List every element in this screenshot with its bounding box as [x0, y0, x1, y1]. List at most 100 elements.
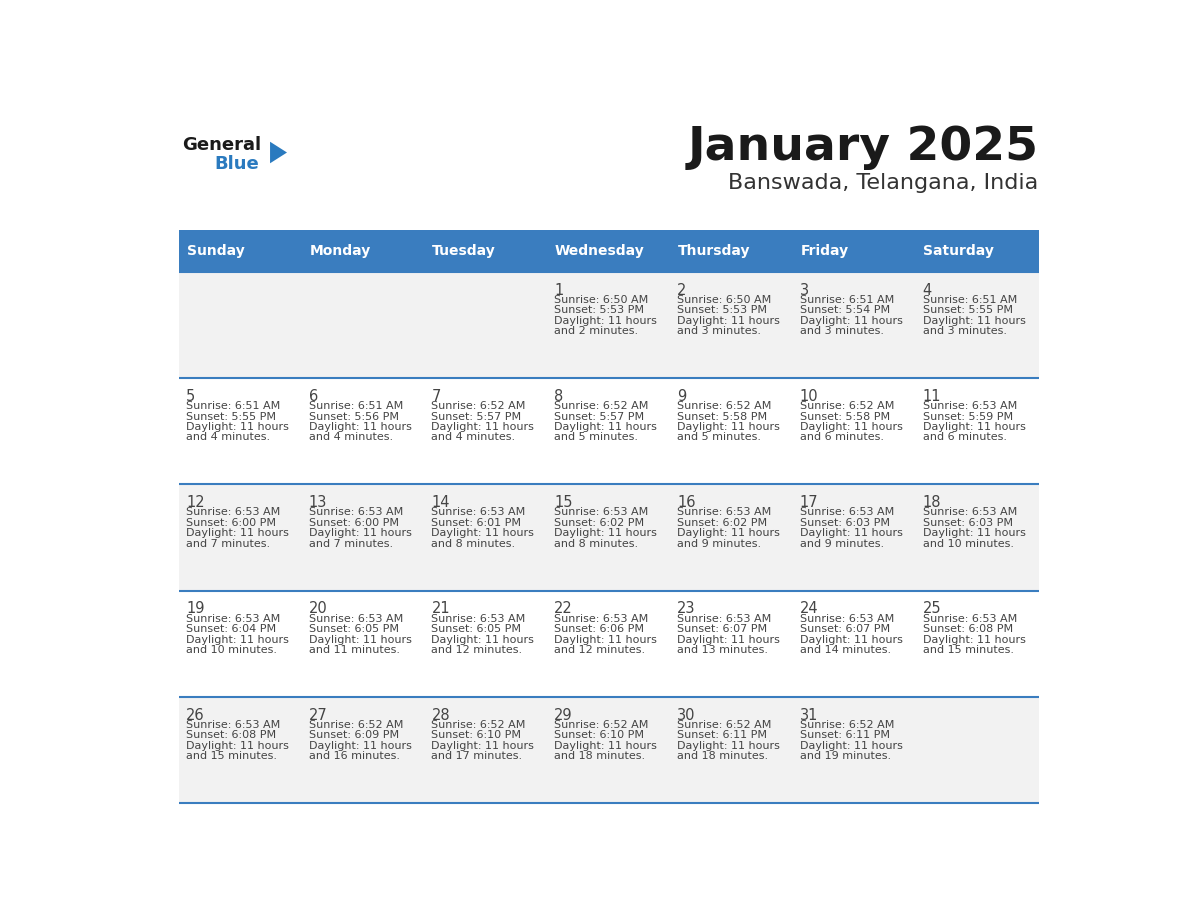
Text: Sunset: 6:08 PM: Sunset: 6:08 PM	[187, 731, 276, 741]
Text: Sunset: 6:08 PM: Sunset: 6:08 PM	[923, 624, 1012, 634]
Text: and 11 minutes.: and 11 minutes.	[309, 645, 399, 655]
Text: Sunset: 5:58 PM: Sunset: 5:58 PM	[800, 411, 890, 421]
Text: Daylight: 11 hours: Daylight: 11 hours	[555, 528, 657, 538]
Text: Daylight: 11 hours: Daylight: 11 hours	[555, 422, 657, 432]
Text: Sunset: 6:11 PM: Sunset: 6:11 PM	[677, 731, 767, 741]
Text: Daylight: 11 hours: Daylight: 11 hours	[309, 634, 411, 644]
Text: Sunset: 6:01 PM: Sunset: 6:01 PM	[431, 518, 522, 528]
FancyBboxPatch shape	[670, 230, 792, 272]
Text: Wednesday: Wednesday	[555, 244, 645, 258]
Text: Daylight: 11 hours: Daylight: 11 hours	[677, 741, 779, 751]
Text: Sunrise: 6:52 AM: Sunrise: 6:52 AM	[555, 720, 649, 730]
Text: and 18 minutes.: and 18 minutes.	[677, 751, 769, 761]
FancyBboxPatch shape	[179, 272, 1038, 378]
FancyBboxPatch shape	[179, 485, 1038, 590]
Text: Monday: Monday	[309, 244, 371, 258]
Text: 16: 16	[677, 495, 695, 510]
Text: 1: 1	[555, 283, 563, 297]
Text: Sunrise: 6:53 AM: Sunrise: 6:53 AM	[923, 508, 1017, 518]
Text: Sunrise: 6:53 AM: Sunrise: 6:53 AM	[309, 614, 403, 623]
Text: and 14 minutes.: and 14 minutes.	[800, 645, 891, 655]
Text: Sunrise: 6:53 AM: Sunrise: 6:53 AM	[187, 508, 280, 518]
Text: Daylight: 11 hours: Daylight: 11 hours	[431, 634, 535, 644]
Text: and 17 minutes.: and 17 minutes.	[431, 751, 523, 761]
Text: 19: 19	[187, 601, 204, 616]
Text: Sunset: 6:03 PM: Sunset: 6:03 PM	[923, 518, 1012, 528]
FancyBboxPatch shape	[302, 230, 424, 272]
Text: Sunrise: 6:51 AM: Sunrise: 6:51 AM	[923, 295, 1017, 305]
Text: 10: 10	[800, 389, 819, 404]
Text: 2: 2	[677, 283, 687, 297]
Text: Sunset: 5:55 PM: Sunset: 5:55 PM	[923, 306, 1012, 316]
Text: Daylight: 11 hours: Daylight: 11 hours	[309, 422, 411, 432]
Text: Daylight: 11 hours: Daylight: 11 hours	[555, 316, 657, 326]
FancyBboxPatch shape	[179, 697, 1038, 803]
Text: Sunrise: 6:51 AM: Sunrise: 6:51 AM	[309, 401, 403, 411]
Text: Sunset: 5:56 PM: Sunset: 5:56 PM	[309, 411, 399, 421]
Text: 9: 9	[677, 389, 687, 404]
Text: Sunset: 6:10 PM: Sunset: 6:10 PM	[431, 731, 522, 741]
Text: and 12 minutes.: and 12 minutes.	[555, 645, 645, 655]
Text: Sunrise: 6:52 AM: Sunrise: 6:52 AM	[309, 720, 403, 730]
Text: Blue: Blue	[215, 155, 259, 174]
Text: 8: 8	[555, 389, 563, 404]
Text: 12: 12	[187, 495, 204, 510]
Text: Daylight: 11 hours: Daylight: 11 hours	[677, 528, 779, 538]
Text: Sunrise: 6:53 AM: Sunrise: 6:53 AM	[431, 614, 526, 623]
Text: and 3 minutes.: and 3 minutes.	[677, 326, 762, 336]
Text: and 4 minutes.: and 4 minutes.	[431, 432, 516, 442]
Text: 21: 21	[431, 601, 450, 616]
Text: and 3 minutes.: and 3 minutes.	[923, 326, 1006, 336]
Text: Sunset: 5:57 PM: Sunset: 5:57 PM	[555, 411, 644, 421]
Text: 6: 6	[309, 389, 318, 404]
Text: Sunday: Sunday	[187, 244, 245, 258]
Text: and 9 minutes.: and 9 minutes.	[677, 539, 762, 549]
Text: Daylight: 11 hours: Daylight: 11 hours	[923, 634, 1025, 644]
Text: Daylight: 11 hours: Daylight: 11 hours	[187, 422, 289, 432]
Text: Sunset: 6:11 PM: Sunset: 6:11 PM	[800, 731, 890, 741]
Text: 3: 3	[800, 283, 809, 297]
Text: and 16 minutes.: and 16 minutes.	[309, 751, 399, 761]
Text: Daylight: 11 hours: Daylight: 11 hours	[309, 528, 411, 538]
Text: 22: 22	[555, 601, 573, 616]
Text: Sunset: 5:54 PM: Sunset: 5:54 PM	[800, 306, 890, 316]
Text: and 15 minutes.: and 15 minutes.	[187, 751, 277, 761]
Text: Sunrise: 6:53 AM: Sunrise: 6:53 AM	[923, 614, 1017, 623]
FancyBboxPatch shape	[179, 230, 302, 272]
Text: and 4 minutes.: and 4 minutes.	[309, 432, 393, 442]
Text: and 6 minutes.: and 6 minutes.	[923, 432, 1006, 442]
Text: Sunrise: 6:53 AM: Sunrise: 6:53 AM	[800, 614, 895, 623]
Text: 13: 13	[309, 495, 327, 510]
Text: Sunset: 6:05 PM: Sunset: 6:05 PM	[309, 624, 399, 634]
Text: Sunrise: 6:51 AM: Sunrise: 6:51 AM	[800, 295, 895, 305]
Text: 26: 26	[187, 708, 204, 722]
Text: Sunset: 5:58 PM: Sunset: 5:58 PM	[677, 411, 767, 421]
Text: Daylight: 11 hours: Daylight: 11 hours	[187, 741, 289, 751]
Text: and 9 minutes.: and 9 minutes.	[800, 539, 884, 549]
Text: Sunrise: 6:52 AM: Sunrise: 6:52 AM	[431, 720, 526, 730]
Text: and 13 minutes.: and 13 minutes.	[677, 645, 767, 655]
Text: Sunrise: 6:53 AM: Sunrise: 6:53 AM	[187, 720, 280, 730]
Text: January 2025: January 2025	[688, 125, 1038, 170]
FancyBboxPatch shape	[424, 230, 548, 272]
FancyBboxPatch shape	[179, 590, 1038, 697]
Text: 11: 11	[923, 389, 941, 404]
Polygon shape	[270, 141, 287, 163]
Text: and 7 minutes.: and 7 minutes.	[187, 539, 270, 549]
Text: 20: 20	[309, 601, 328, 616]
Text: Daylight: 11 hours: Daylight: 11 hours	[431, 741, 535, 751]
Text: Sunrise: 6:53 AM: Sunrise: 6:53 AM	[677, 508, 771, 518]
Text: 17: 17	[800, 495, 819, 510]
Text: Daylight: 11 hours: Daylight: 11 hours	[800, 741, 903, 751]
Text: 27: 27	[309, 708, 328, 722]
Text: Daylight: 11 hours: Daylight: 11 hours	[800, 422, 903, 432]
Text: and 8 minutes.: and 8 minutes.	[431, 539, 516, 549]
Text: and 12 minutes.: and 12 minutes.	[431, 645, 523, 655]
Text: 14: 14	[431, 495, 450, 510]
Text: Banswada, Telangana, India: Banswada, Telangana, India	[728, 174, 1038, 194]
Text: Sunrise: 6:52 AM: Sunrise: 6:52 AM	[800, 720, 895, 730]
Text: Saturday: Saturday	[923, 244, 994, 258]
Text: and 2 minutes.: and 2 minutes.	[555, 326, 638, 336]
Text: and 3 minutes.: and 3 minutes.	[800, 326, 884, 336]
Text: and 8 minutes.: and 8 minutes.	[555, 539, 638, 549]
